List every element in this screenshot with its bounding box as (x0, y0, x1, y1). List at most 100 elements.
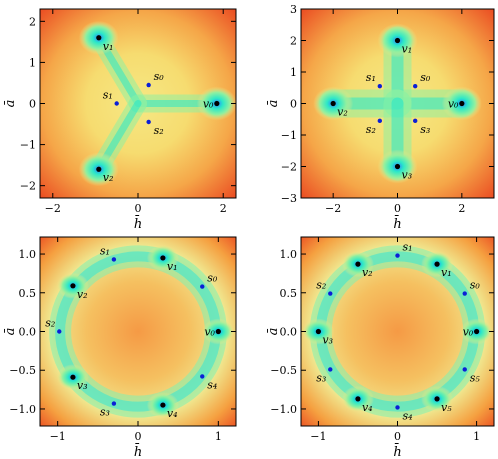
saddle-point-s1 (377, 83, 383, 89)
minimum-point-v0 (214, 100, 220, 107)
saddle-label-s3: s₃ (100, 406, 110, 419)
minimum-label-v4: v₄ (362, 401, 373, 414)
saddle-point-s0 (462, 291, 467, 296)
y-tick-label: 0.0 (19, 326, 37, 339)
minimum-point-v4 (160, 402, 166, 408)
y-tick-label: −3 (281, 192, 297, 205)
saddle-label-s5: s₅ (470, 371, 481, 384)
saddle-point-s2 (377, 118, 383, 124)
chart-panel-2: −2 0 2 −3 −2 −1 0 1 2 3 h̄ ā v₀ v₁ v₂ v₃ s₀ s₁ s₂ s₃ (266, 3, 495, 232)
x-tick-label: 2 (220, 202, 227, 215)
minimum-point-v2 (96, 166, 102, 172)
minimum-point-v0 (459, 100, 465, 107)
saddle-point-s2 (328, 291, 333, 296)
y-tick-label: −1 (20, 139, 36, 152)
minimum-label-v2: v₂ (103, 171, 114, 184)
x-axis-label: h̄ (134, 443, 142, 459)
chart-panel-4: −1 0 1 −1.0 −0.5 0.0 0.5 1.0 h̄ ā v₀ v₁ v₂ v₃ v₄ v₅ s₀ s₁… (266, 236, 495, 459)
y-tick-label: −0.5 (9, 364, 36, 377)
saddle-point-s4 (395, 405, 400, 410)
saddle-point-s3 (328, 367, 333, 372)
x-tick-label: 0 (394, 202, 401, 215)
minimum-point-v4 (355, 396, 361, 402)
minimum-point-v2 (330, 100, 336, 107)
y-tick-label: 2 (29, 15, 36, 28)
saddle-label-s2: s₂ (45, 317, 55, 330)
y-tick-label: −2 (20, 180, 36, 193)
minimum-label-v2: v₂ (77, 288, 88, 301)
x-tick-label: −1 (310, 430, 326, 443)
saddle-label-s4: s₄ (403, 409, 413, 422)
x-tick-label: 2 (458, 202, 465, 215)
chart-panel-3: −1 0 1 −1.0 −0.5 0.0 0.5 1.0 h̄ ā v₀ v₁ v₂ v₃ v₄ s₀ s₁ s₂… (3, 236, 237, 459)
saddle-point-s4 (200, 374, 205, 379)
minimum-label-v2: v₂ (362, 266, 373, 279)
x-tick-label: −2 (45, 202, 61, 215)
y-axis-label: ā (266, 328, 281, 336)
y-tick-label: −1.0 (270, 403, 297, 416)
y-tick-label: 0.5 (19, 287, 37, 300)
minimum-label-v3: v₃ (402, 169, 413, 182)
saddle-point-s0 (412, 83, 418, 89)
y-tick-label: −0.5 (270, 364, 297, 377)
minimum-point-v2 (70, 283, 76, 289)
saddle-label-s0: s₀ (420, 71, 431, 84)
y-tick-label: 1 (29, 56, 36, 69)
minimum-label-v0: v₀ (203, 98, 214, 111)
minimum-label-v5: v₅ (441, 401, 452, 414)
minimum-point-v0 (215, 328, 221, 335)
minimum-label-v3: v₃ (77, 379, 88, 392)
y-tick-label: −2 (281, 161, 297, 174)
minimum-label-v1: v₁ (103, 40, 114, 53)
minimum-label-v1: v₁ (167, 260, 178, 273)
saddle-label-s1: s₁ (403, 241, 413, 254)
saddle-point-s0 (146, 82, 151, 88)
x-tick-label: 1 (473, 430, 480, 443)
saddle-label-s3: s₃ (420, 123, 430, 136)
minimum-point-v1 (394, 37, 401, 44)
saddle-label-s3: s₃ (316, 371, 326, 384)
saddle-point-s1 (114, 101, 119, 106)
saddle-point-s1 (111, 257, 117, 262)
minimum-label-v3: v₃ (322, 334, 333, 347)
saddle-label-s1: s₁ (366, 71, 376, 84)
minimum-label-v4: v₄ (167, 407, 178, 420)
saddle-label-s0: s₀ (470, 279, 481, 292)
y-tick-label: 0 (290, 98, 297, 111)
saddle-label-s1: s₁ (100, 244, 110, 257)
minimum-point-v1 (96, 35, 102, 41)
y-axis-label: ā (266, 100, 281, 108)
x-axis-label: h̄ (393, 443, 401, 459)
saddle-point-s2 (57, 329, 62, 334)
minimum-label-v1: v₁ (441, 266, 452, 279)
minimum-point-v3 (315, 328, 322, 335)
y-tick-label: 0 (29, 98, 36, 111)
y-axis-label: ā (3, 100, 18, 108)
minimum-label-v1: v₁ (402, 43, 413, 56)
y-tick-label: −1.0 (9, 403, 36, 416)
saddle-label-s0: s₀ (154, 70, 165, 83)
minimum-label-v2: v₂ (337, 106, 348, 119)
minimum-point-v2 (355, 261, 361, 267)
x-tick-label: 1 (215, 430, 222, 443)
minimum-point-v5 (434, 396, 440, 402)
saddle-point-s3 (412, 118, 418, 124)
y-tick-label: 0.0 (280, 326, 298, 339)
minimum-label-v0: v₀ (448, 98, 459, 111)
saddle-label-s2: s₂ (366, 123, 376, 136)
y-tick-label: 2 (290, 35, 297, 48)
saddle-label-s2: s₂ (154, 124, 164, 137)
chart-panel-1: −2 0 2 −2 −1 0 1 2 h̄ ā v₀ v₁ v₂ s₀ s₁ s₂ (3, 8, 237, 232)
y-tick-label: −1 (281, 129, 297, 142)
x-tick-label: −1 (50, 430, 66, 443)
y-axis-label: ā (3, 328, 18, 336)
y-tick-label: 1.0 (280, 248, 298, 261)
y-tick-label: 1 (290, 66, 297, 79)
x-axis-label: h̄ (134, 215, 142, 232)
minimum-label-v0: v₀ (204, 326, 215, 339)
heatmap-field (40, 237, 236, 426)
saddle-label-s2: s₂ (316, 279, 326, 292)
minimum-point-v3 (394, 163, 401, 170)
saddle-point-s0 (200, 284, 205, 289)
